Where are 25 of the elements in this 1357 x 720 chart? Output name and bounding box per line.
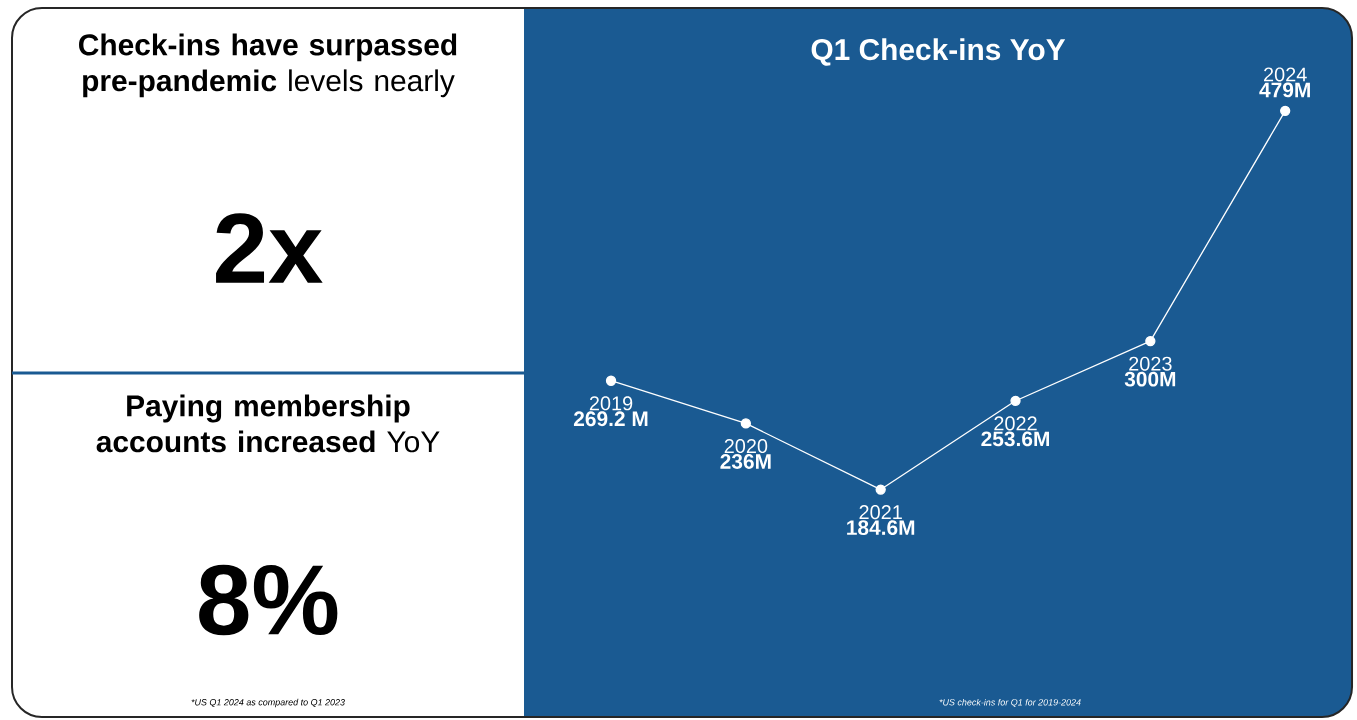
data-label: 269.2 M: [573, 411, 648, 427]
text: Check-ins have surpassed pre-pandemic levels nearly: [79, 33, 457, 98]
data-label: 184.6M: [847, 520, 915, 536]
x-tick-label: 2022: [994, 416, 1037, 431]
data-label: 253.6M: [981, 431, 1050, 447]
x-tick-label: 2024: [1264, 67, 1307, 82]
point: [1010, 395, 1021, 406]
point: [875, 484, 886, 495]
data-label: 479M: [1259, 82, 1310, 98]
chart-title: Q1 Check-ins YoY: [811, 38, 1066, 66]
x-tick-label: 2019: [589, 396, 633, 411]
text: 8%: [199, 564, 338, 636]
point: [605, 375, 617, 386]
point: [740, 418, 752, 429]
text: 2x: [216, 213, 323, 283]
point: [1145, 335, 1156, 347]
x-tick-label: 2021: [859, 505, 902, 520]
data-label: 300M: [1124, 371, 1176, 387]
x-tick-label: 2023: [1129, 356, 1172, 371]
text: *US check-ins for Q1 for 2019-2024: [939, 698, 1081, 708]
text: *US Q1 2024 as compared to Q1 2023: [191, 698, 345, 708]
data-label: 236M: [720, 454, 771, 469]
x-tick-label: 2020: [724, 438, 768, 454]
point: [1280, 105, 1291, 116]
text: Paying membership accounts increased YoY: [96, 394, 440, 453]
